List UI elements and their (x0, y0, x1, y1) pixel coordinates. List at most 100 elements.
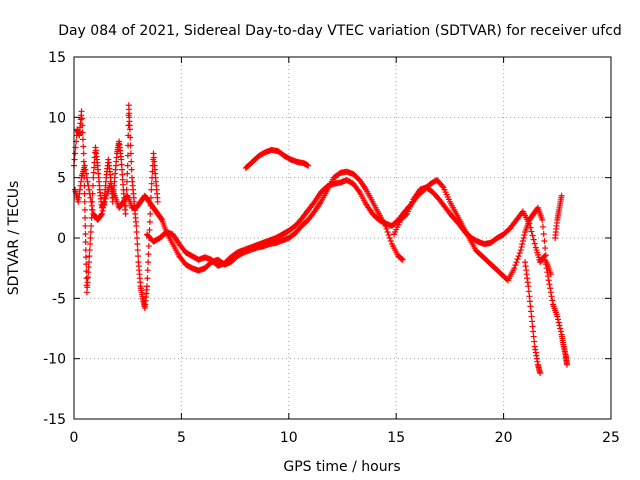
data-point-track-a (146, 218, 153, 225)
data-point-track-d (547, 289, 554, 296)
data-point-track-b (82, 166, 89, 173)
data-point-track-c (512, 262, 519, 269)
data-point-track-e (525, 283, 532, 290)
data-point-track-e (525, 288, 532, 295)
data-point-track-b (398, 256, 405, 263)
data-point-track-a (122, 202, 129, 209)
data-point-track-a (82, 222, 89, 229)
data-point-track-c (542, 245, 549, 252)
data-point-track-b (386, 235, 393, 241)
data-point-track-a (120, 181, 127, 188)
data-point-track-a (134, 247, 141, 254)
chart-title: Day 084 of 2021, Sidereal Day-to-day VTE… (58, 23, 622, 39)
data-point-track-a (118, 156, 125, 163)
data-point-track-d (541, 253, 548, 260)
data-point-track-a (145, 243, 152, 250)
data-point-track-d (402, 211, 409, 218)
data-point-track-c (514, 256, 521, 263)
data-point-track-a (90, 174, 97, 181)
data-point-track-a (82, 230, 89, 237)
data-point-track-b (98, 210, 105, 217)
data-point-track-b (86, 190, 93, 197)
data-point-track-a (83, 289, 90, 296)
data-point-track-a (79, 136, 86, 143)
data-point-track-b (100, 204, 107, 211)
data-point-track-a (148, 180, 155, 187)
data-point-track-b (85, 182, 92, 189)
data-point-track-d (544, 273, 551, 280)
data-point-track-a (145, 259, 152, 266)
data-point-track-a (127, 134, 134, 141)
data-point-track-d (554, 313, 561, 320)
data-point-track-b (88, 198, 95, 205)
data-point-track-a (86, 247, 93, 254)
data-point-track-b (399, 256, 406, 263)
data-point-track-a (80, 143, 87, 150)
data-point-track-d (529, 232, 536, 239)
data-point-track-d (531, 240, 538, 247)
data-point-track-a (133, 228, 140, 235)
data-point-track-b (387, 238, 394, 245)
data-point-track-a (118, 166, 125, 173)
data-point-track-d (555, 316, 562, 323)
data-point-track-a (85, 269, 92, 276)
data-point-track-d (546, 281, 553, 288)
data-point-track-d (544, 269, 551, 276)
data-point-track-a (84, 284, 91, 291)
data-point-track-a (84, 279, 91, 286)
data-point-track-a (80, 150, 87, 157)
data-point-track-e (528, 313, 535, 320)
data-point-track-b (99, 207, 106, 214)
data-point-track-b (158, 215, 165, 222)
x-axis-label: GPS time / hours (283, 459, 400, 475)
data-point-track-a (122, 210, 129, 217)
data-point-track-d (549, 297, 556, 304)
data-series (71, 102, 570, 377)
y-tick-label: -5 (52, 291, 66, 307)
data-point-track-c (511, 265, 518, 272)
data-point-track-e (530, 328, 537, 335)
data-point-track-b (385, 231, 392, 238)
data-point-track-d (545, 277, 552, 284)
data-point-track-a (85, 264, 92, 271)
data-point-track-b (98, 211, 105, 218)
data-point-track-c (539, 216, 546, 223)
data-point-track-d (530, 236, 537, 243)
data-point-track-a (119, 171, 126, 178)
data-point-track-a (123, 186, 130, 193)
data-point-track-e (526, 293, 533, 300)
data-point-track-a (81, 198, 88, 205)
data-point-track-a (146, 226, 153, 233)
data-point-track-a (84, 274, 91, 281)
data-point-track-a (88, 222, 95, 229)
data-point-track-c (513, 259, 520, 266)
data-point-track-a (82, 214, 89, 221)
y-tick-label: 0 (57, 231, 66, 247)
data-point-track-c (515, 253, 522, 260)
data-point-track-a (82, 254, 89, 261)
data-point-track-a (135, 253, 142, 260)
data-point-track-a (78, 108, 85, 115)
data-point-track-e (529, 323, 536, 330)
data-point-track-e (526, 298, 533, 305)
data-point-track-a (127, 150, 134, 157)
data-point-track-a (124, 162, 131, 169)
data-point-track-c (439, 183, 446, 190)
data-point-track-a (145, 251, 152, 258)
data-point-track-a (133, 222, 140, 229)
data-point-track-b (84, 178, 91, 185)
data-point-track-d (542, 261, 549, 268)
data-point-track-a (144, 275, 151, 282)
data-point-track-c (518, 244, 525, 251)
data-point-track-a (123, 178, 130, 185)
data-point-track-c (520, 235, 527, 241)
data-point-track-a (82, 239, 89, 246)
data-point-track-a (128, 166, 135, 173)
data-point-track-d (563, 361, 570, 368)
data-point-track-a (144, 283, 151, 290)
data-point-track-b (101, 201, 108, 208)
data-point-track-d (528, 228, 535, 235)
data-point-track-a (119, 176, 126, 183)
data-point-track-a (81, 206, 88, 213)
x-tick-label: 0 (70, 430, 79, 446)
